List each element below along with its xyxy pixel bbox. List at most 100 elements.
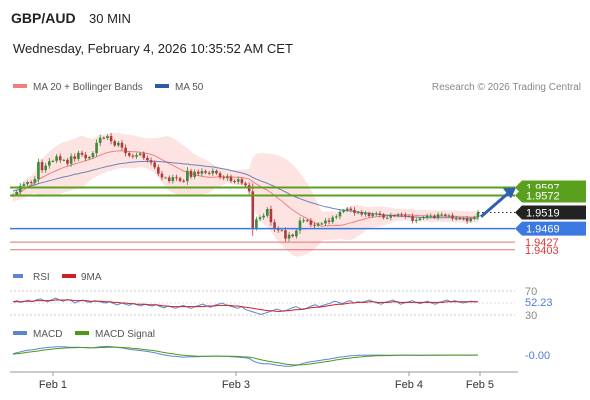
candle xyxy=(309,218,313,228)
candle-body xyxy=(324,220,327,224)
candle-body xyxy=(451,215,454,219)
candle-body xyxy=(160,173,164,178)
candle xyxy=(440,212,443,217)
candle xyxy=(222,175,226,181)
candle-body xyxy=(371,214,374,217)
candle xyxy=(135,152,138,160)
candle-body xyxy=(302,220,305,222)
candle xyxy=(360,210,364,217)
candle-body xyxy=(66,159,69,164)
candle xyxy=(124,144,127,157)
macd-legend-label: MACD xyxy=(33,329,62,340)
candle xyxy=(436,212,440,220)
candle-body xyxy=(15,191,18,195)
candle xyxy=(374,211,378,217)
candle-body xyxy=(48,161,51,166)
candle xyxy=(109,133,113,145)
candle xyxy=(356,210,360,215)
candle-body xyxy=(385,217,389,219)
candle-body xyxy=(276,228,280,231)
candle xyxy=(58,153,62,163)
candle-body xyxy=(389,215,393,218)
macd-legend-swatch xyxy=(13,331,27,335)
candle-body xyxy=(175,177,178,179)
support-1-label: 1.9469 xyxy=(526,224,560,236)
candle-body xyxy=(233,181,236,183)
candle-body xyxy=(364,213,367,215)
candle xyxy=(462,216,465,221)
candle-body xyxy=(51,160,55,162)
candle-body xyxy=(338,211,342,217)
candle xyxy=(160,170,164,181)
candle xyxy=(407,214,411,218)
candle xyxy=(69,153,73,167)
rsi-value-label: 52.23 xyxy=(525,297,553,309)
rsi-ma-legend-swatch xyxy=(62,274,76,278)
candle xyxy=(284,227,287,242)
candle-body xyxy=(84,154,87,159)
candle xyxy=(178,176,182,183)
candle xyxy=(18,183,22,195)
candle xyxy=(131,153,135,159)
candle-body xyxy=(135,155,138,157)
rsi-upper-label: 70 xyxy=(525,286,537,298)
candle xyxy=(66,157,69,166)
candle-body xyxy=(196,171,200,174)
candle-body xyxy=(458,218,462,220)
x-axis: Feb 1 Feb 3 Feb 4 Feb 5 xyxy=(10,371,518,391)
candle-body xyxy=(218,173,222,178)
candle-body xyxy=(349,208,353,210)
candle-body xyxy=(127,153,131,156)
candle-body xyxy=(447,215,451,217)
candle xyxy=(87,155,91,160)
candle xyxy=(102,136,106,140)
candle-body xyxy=(309,220,313,225)
candle xyxy=(331,215,334,224)
candle xyxy=(215,169,218,175)
candle xyxy=(26,180,29,186)
candle xyxy=(364,210,367,217)
current-price-tag xyxy=(515,205,586,220)
target-arrow-shaft xyxy=(480,191,510,218)
rsi-line xyxy=(12,297,478,315)
candle-body xyxy=(236,179,240,182)
candle-body xyxy=(335,216,338,218)
rsi-ma-legend-label: 9MA xyxy=(81,272,102,283)
candle-body xyxy=(353,209,356,213)
candle xyxy=(349,206,353,213)
candle-body xyxy=(113,141,117,146)
x-tick-label: Feb 5 xyxy=(466,379,494,391)
candle-body xyxy=(120,142,124,148)
candle-body xyxy=(265,209,269,216)
candle xyxy=(117,141,120,148)
candle-body xyxy=(287,234,291,239)
candle-body xyxy=(44,165,47,171)
candle-body xyxy=(465,218,469,222)
candle xyxy=(465,216,469,224)
support-3-label: 1.9403 xyxy=(525,245,559,257)
candle-body xyxy=(131,155,135,157)
candle xyxy=(258,215,262,222)
candle-body xyxy=(40,162,44,171)
candle-body xyxy=(91,153,95,157)
candle xyxy=(51,159,55,163)
candle-body xyxy=(109,136,113,142)
candle-body xyxy=(207,172,211,174)
candle-body xyxy=(80,152,84,155)
candle xyxy=(167,175,171,184)
candle-body xyxy=(356,212,360,214)
ma50-legend-swatch xyxy=(155,84,169,88)
candle xyxy=(149,157,153,166)
candle-body xyxy=(149,160,153,163)
candle-body xyxy=(469,218,473,222)
candle xyxy=(302,217,305,224)
candle xyxy=(287,231,291,242)
candle-body xyxy=(58,156,62,161)
candle-body xyxy=(69,156,73,164)
candle xyxy=(142,151,146,161)
candle-body xyxy=(251,191,255,228)
candle xyxy=(153,160,156,170)
candle-body xyxy=(215,170,218,174)
candle xyxy=(265,207,269,218)
candle-body xyxy=(414,219,418,221)
